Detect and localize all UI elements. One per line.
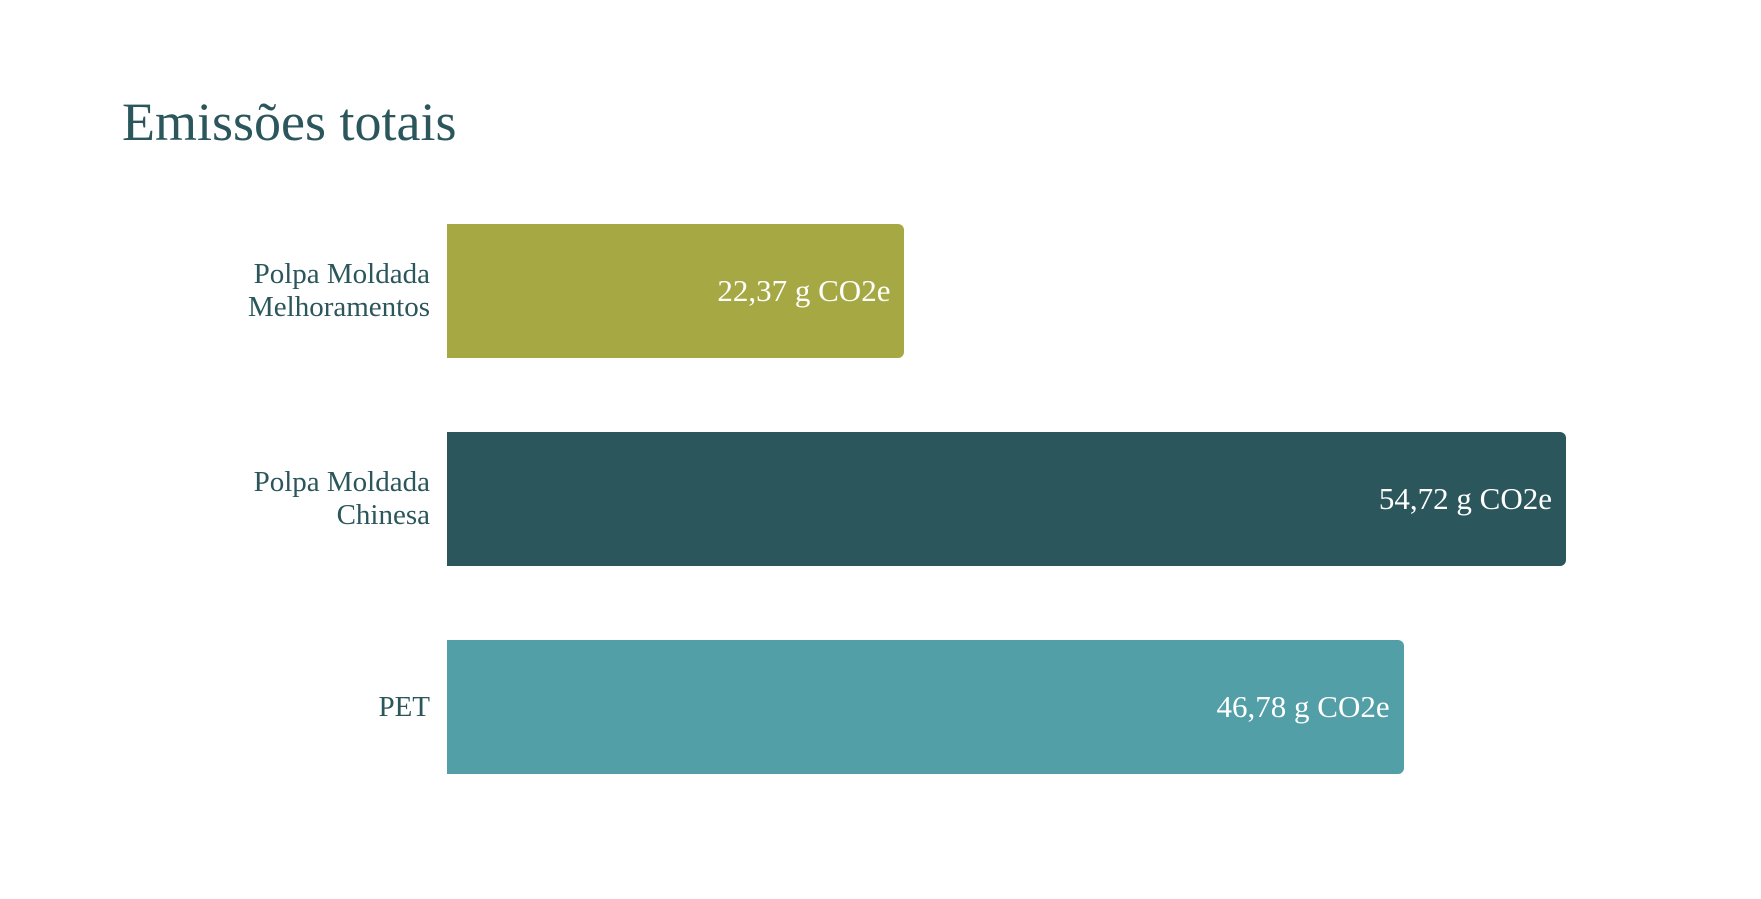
bar: 46,78 g CO2e <box>447 640 1404 774</box>
category-label: Polpa Moldada Chinesa <box>253 466 430 531</box>
bar: 54,72 g CO2e <box>447 432 1566 566</box>
category-label: Polpa Moldada Melhoramentos <box>247 258 430 323</box>
value-label: 22,37 g CO2e <box>717 273 891 308</box>
bar: 22,37 g CO2e <box>447 224 905 358</box>
category-label: PET <box>378 690 430 723</box>
value-label: 54,72 g CO2e <box>1378 481 1552 516</box>
chart-title: Emissões totais <box>122 92 457 152</box>
value-label: 46,78 g CO2e <box>1216 689 1390 724</box>
